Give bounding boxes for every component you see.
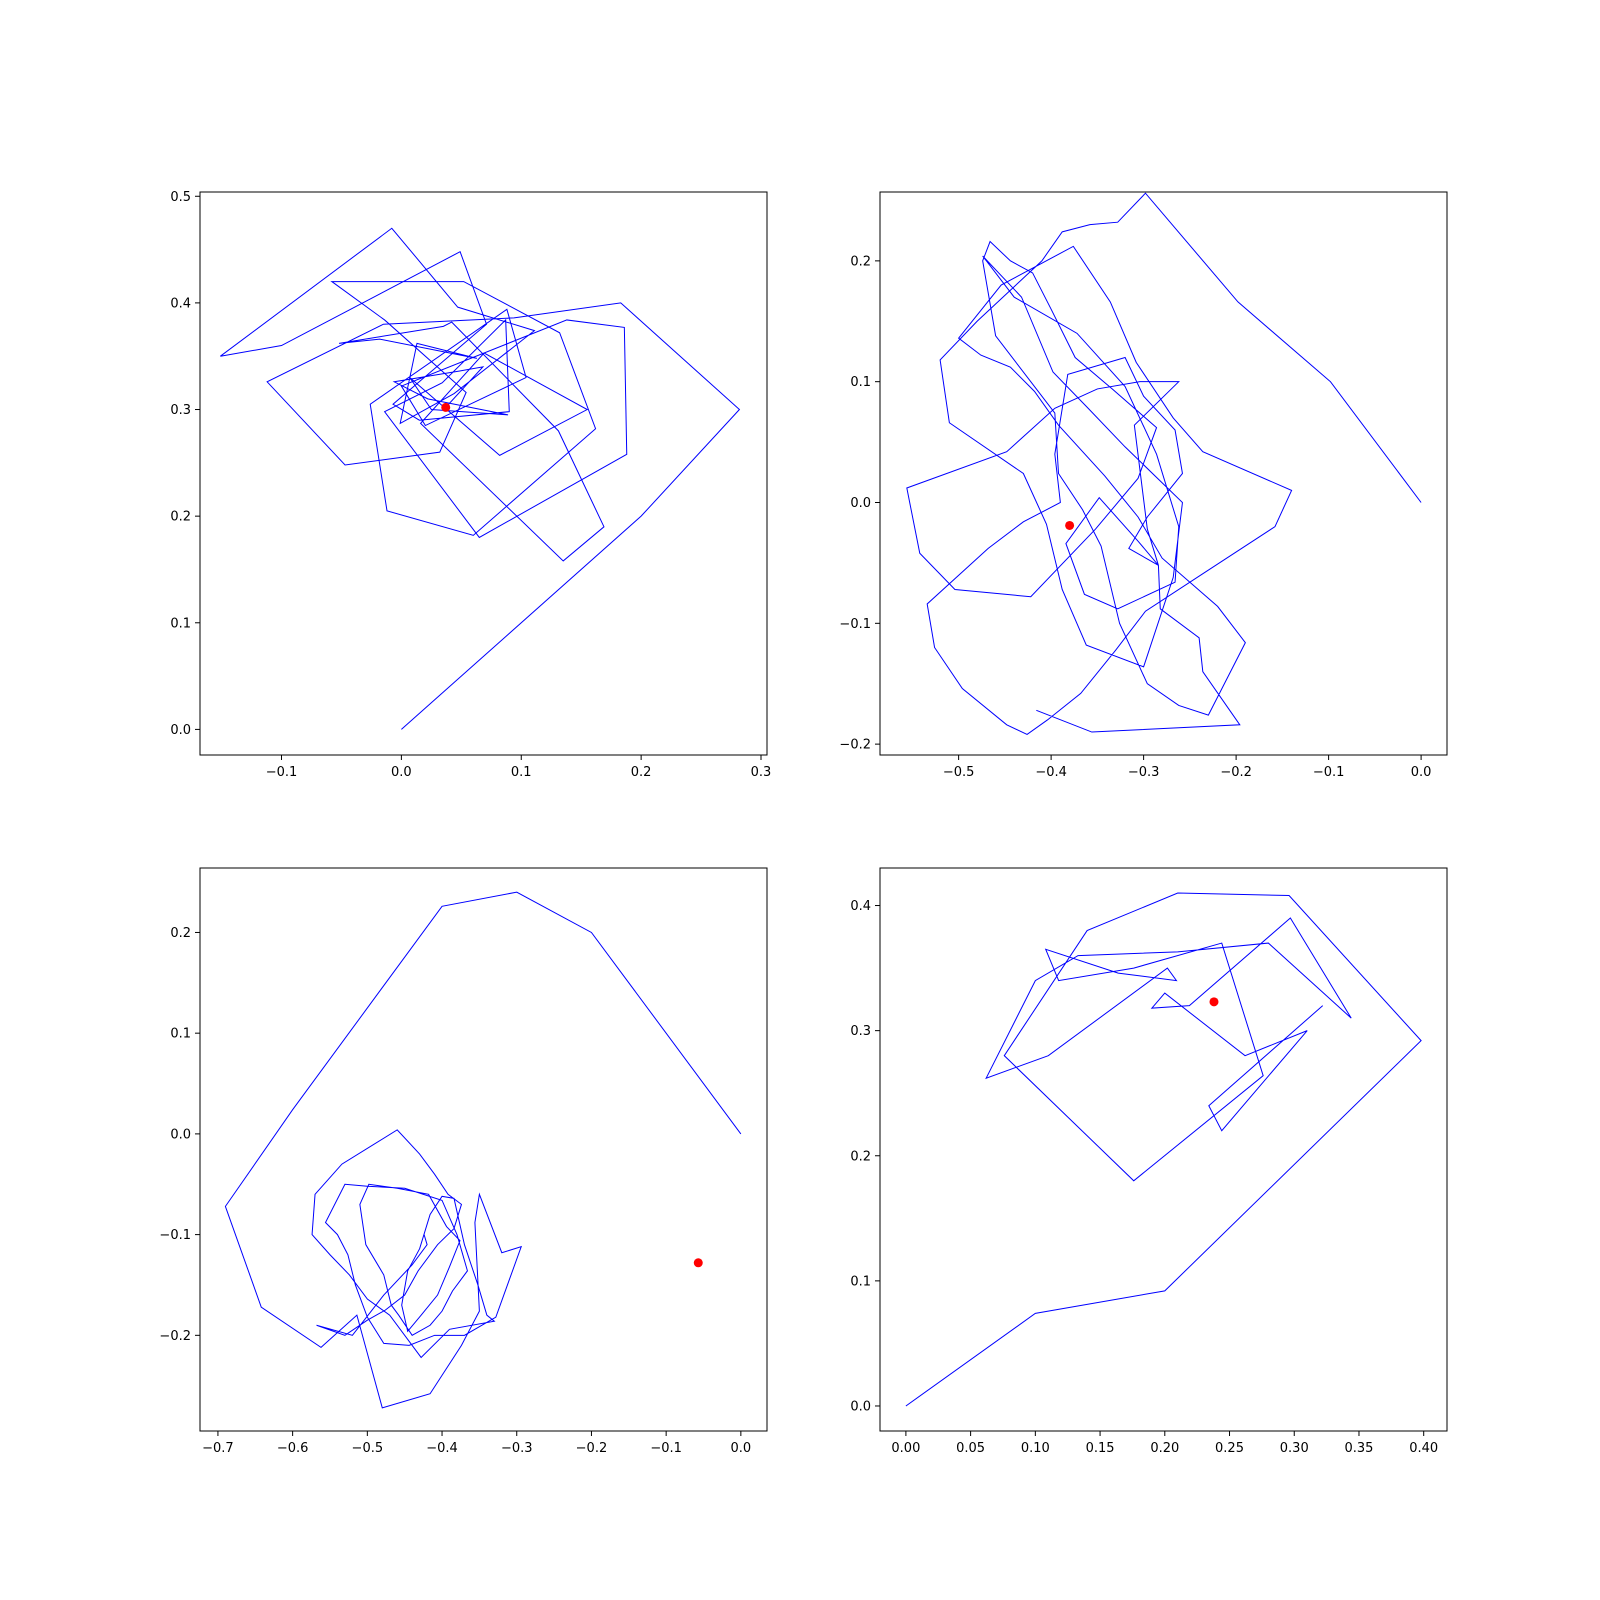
y-tick-label: 0.3 bbox=[170, 403, 191, 418]
x-tick-label: 0.00 bbox=[891, 1441, 920, 1456]
subplot-top-right: −0.5 −0.4 −0.3 −0.2 −0.1 0.0 −0.2 −0.1 0.0 0.1 0.2 bbox=[839, 191, 1448, 780]
y-tick-label: 0.2 bbox=[850, 254, 871, 269]
x-tick-label: −0.5 bbox=[352, 1441, 384, 1456]
x-tick-label: 0.0 bbox=[731, 1441, 752, 1456]
trajectory-line bbox=[224, 891, 742, 1409]
x-tick-label: 0.05 bbox=[956, 1441, 985, 1456]
subplot-top-left: −0.1 0.0 0.1 0.2 0.3 0.0 0.1 0.2 0.3 0.4 0.5 bbox=[170, 190, 771, 780]
x-tick-label: −0.1 bbox=[1313, 765, 1345, 780]
subplot-bottom-left: −0.7 −0.6 −0.5 −0.4 −0.3 −0.2 −0.1 0.0 −0.2 −0.1 0… bbox=[159, 867, 768, 1456]
x-tick-label: −0.2 bbox=[576, 1441, 608, 1456]
y-tick-label: 0.4 bbox=[170, 296, 191, 311]
y-tick-label: 0.0 bbox=[850, 496, 871, 511]
x-tick-label: −0.2 bbox=[1220, 765, 1252, 780]
end-point-marker bbox=[693, 1258, 703, 1268]
y-tick-label: 0.4 bbox=[850, 899, 871, 914]
x-tick-label: 0.30 bbox=[1280, 1441, 1309, 1456]
y-tick-label: 0.5 bbox=[170, 190, 191, 205]
trajectory-line bbox=[906, 192, 1422, 736]
end-point-marker bbox=[441, 402, 451, 412]
axes-frame bbox=[199, 867, 768, 1432]
x-tick-label: 0.0 bbox=[1411, 765, 1432, 780]
x-tick-label: −0.3 bbox=[1128, 765, 1160, 780]
x-tick-label: −0.1 bbox=[650, 1441, 682, 1456]
axes-frame bbox=[199, 191, 768, 756]
x-tick-label: −0.3 bbox=[501, 1441, 533, 1456]
x-tick-label: −0.7 bbox=[202, 1441, 234, 1456]
x-tick-label: 0.40 bbox=[1409, 1441, 1438, 1456]
y-tick-label: 0.0 bbox=[850, 1399, 871, 1414]
x-tick-label: −0.4 bbox=[1035, 765, 1067, 780]
x-tick-label: 0.1 bbox=[511, 765, 532, 780]
end-point-marker bbox=[1065, 520, 1075, 530]
y-tick-label: −0.2 bbox=[159, 1329, 191, 1344]
y-tick-label: 0.0 bbox=[170, 1127, 191, 1142]
y-tick-label: 0.3 bbox=[850, 1024, 871, 1039]
trajectory-line bbox=[905, 892, 1422, 1407]
x-tick-label: −0.5 bbox=[943, 765, 975, 780]
y-tick-label: −0.2 bbox=[839, 738, 871, 753]
end-point-marker bbox=[1209, 997, 1219, 1007]
trajectory-line bbox=[220, 227, 741, 730]
y-tick-label: 0.1 bbox=[170, 616, 191, 631]
x-tick-label: −0.4 bbox=[426, 1441, 458, 1456]
y-tick-label: 0.1 bbox=[850, 1274, 871, 1289]
axes-frame bbox=[879, 191, 1448, 756]
x-tick-label: 0.3 bbox=[751, 765, 772, 780]
y-tick-label: 0.1 bbox=[850, 375, 871, 390]
y-tick-label: 0.0 bbox=[170, 723, 191, 738]
x-tick-label: 0.20 bbox=[1150, 1441, 1179, 1456]
y-tick-label: 0.2 bbox=[170, 926, 191, 941]
subplot-bottom-right: 0.00 0.05 0.10 0.15 0.20 0.25 0.30 0.35 0.40 0.0 0… bbox=[850, 867, 1448, 1456]
x-tick-label: −0.6 bbox=[277, 1441, 309, 1456]
y-tick-label: 0.2 bbox=[850, 1149, 871, 1164]
x-tick-label: 0.2 bbox=[631, 765, 652, 780]
y-tick-label: −0.1 bbox=[159, 1228, 191, 1243]
x-tick-label: 0.10 bbox=[1021, 1441, 1050, 1456]
y-tick-label: −0.1 bbox=[839, 617, 871, 632]
x-tick-label: 0.35 bbox=[1344, 1441, 1373, 1456]
axes-frame bbox=[879, 867, 1448, 1432]
y-tick-label: 0.1 bbox=[170, 1027, 191, 1042]
y-tick-label: 0.2 bbox=[170, 510, 191, 525]
x-tick-label: −0.1 bbox=[266, 765, 298, 780]
x-tick-label: 0.0 bbox=[391, 765, 412, 780]
x-tick-label: 0.15 bbox=[1086, 1441, 1115, 1456]
x-tick-label: 0.25 bbox=[1215, 1441, 1244, 1456]
